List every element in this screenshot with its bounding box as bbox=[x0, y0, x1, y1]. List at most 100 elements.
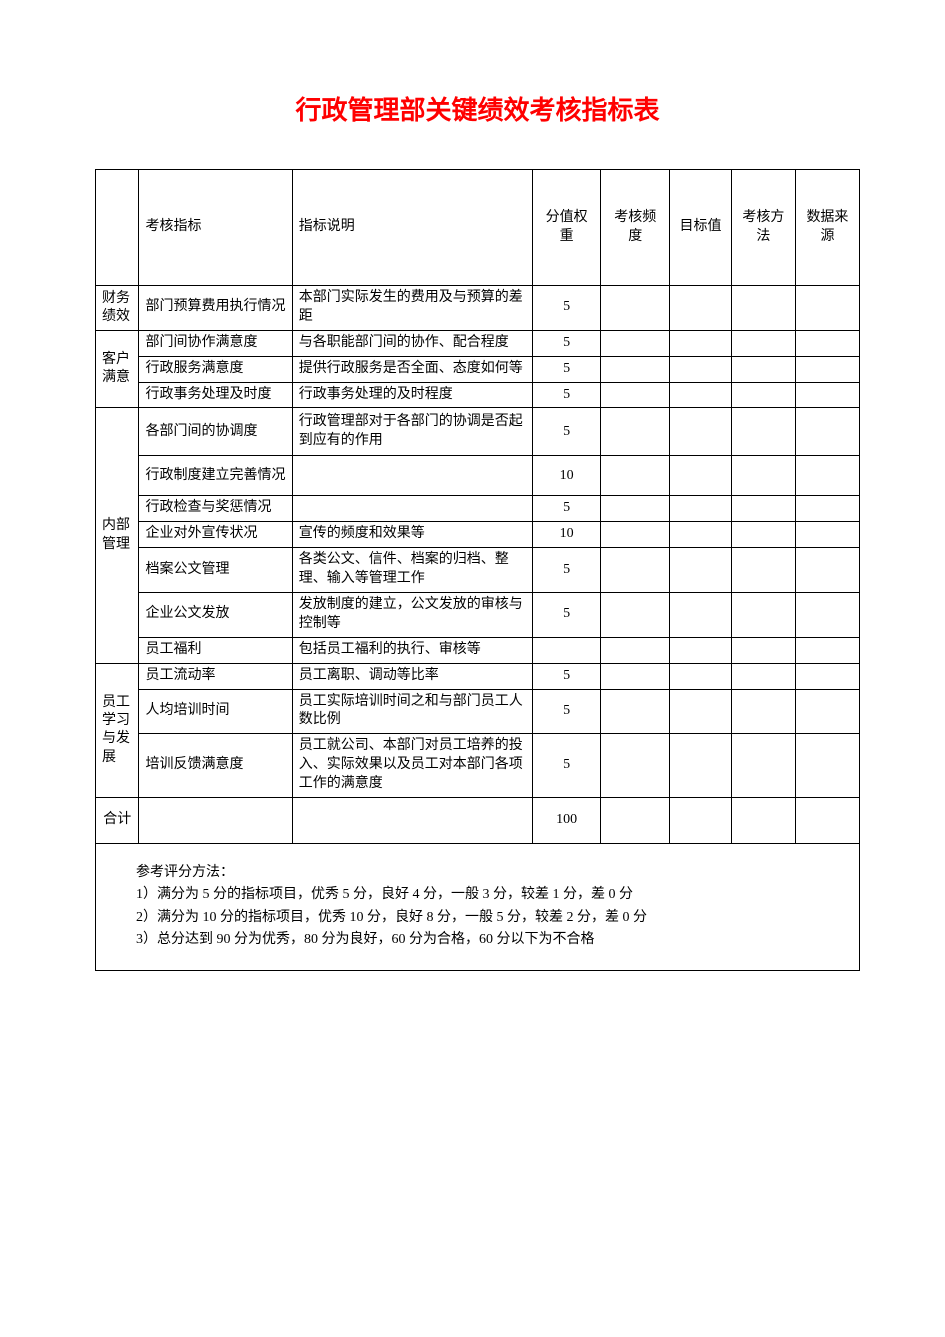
frequency-cell bbox=[601, 734, 670, 798]
table-row: 档案公文管理 各类公文、信件、档案的归档、整理、输入等管理工作 5 bbox=[96, 548, 860, 593]
category-cell: 客户满意 bbox=[96, 330, 139, 408]
header-source: 数据来源 bbox=[795, 170, 859, 286]
method-cell bbox=[731, 408, 795, 456]
table-row: 企业对外宣传状况 宣传的频度和效果等 10 bbox=[96, 522, 860, 548]
description-cell: 员工离职、调动等比率 bbox=[292, 663, 532, 689]
weight-cell: 5 bbox=[532, 689, 601, 734]
description-cell bbox=[292, 496, 532, 522]
target-cell bbox=[670, 522, 732, 548]
source-cell bbox=[795, 522, 859, 548]
target-cell bbox=[670, 286, 732, 331]
source-cell bbox=[795, 408, 859, 456]
total-indicator-cell bbox=[139, 798, 292, 844]
source-cell bbox=[795, 286, 859, 331]
total-target-cell bbox=[670, 798, 732, 844]
source-cell bbox=[795, 734, 859, 798]
table-row: 企业公文发放 发放制度的建立，公文发放的审核与控制等 5 bbox=[96, 593, 860, 638]
notes-line: 1）满分为 5 分的指标项目，优秀 5 分，良好 4 分，一般 3 分，较差 1… bbox=[136, 884, 851, 906]
method-cell bbox=[731, 330, 795, 356]
description-cell: 各类公文、信件、档案的归档、整理、输入等管理工作 bbox=[292, 548, 532, 593]
indicator-cell: 培训反馈满意度 bbox=[139, 734, 292, 798]
source-cell bbox=[795, 330, 859, 356]
source-cell bbox=[795, 456, 859, 496]
target-cell bbox=[670, 496, 732, 522]
description-cell: 行政管理部对于各部门的协调是否起到应有的作用 bbox=[292, 408, 532, 456]
weight-cell: 5 bbox=[532, 663, 601, 689]
weight-cell bbox=[532, 637, 601, 663]
description-cell: 与各职能部门间的协作、配合程度 bbox=[292, 330, 532, 356]
method-cell bbox=[731, 548, 795, 593]
weight-cell: 10 bbox=[532, 522, 601, 548]
target-cell bbox=[670, 689, 732, 734]
source-cell bbox=[795, 689, 859, 734]
total-label-cell: 合计 bbox=[96, 798, 139, 844]
target-cell bbox=[670, 356, 732, 382]
description-cell: 包括员工福利的执行、审核等 bbox=[292, 637, 532, 663]
notes-heading: 参考评分方法： bbox=[136, 862, 851, 884]
notes-row: 参考评分方法： 1）满分为 5 分的指标项目，优秀 5 分，良好 4 分，一般 … bbox=[96, 844, 860, 971]
indicator-cell: 行政事务处理及时度 bbox=[139, 382, 292, 408]
frequency-cell bbox=[601, 663, 670, 689]
target-cell bbox=[670, 548, 732, 593]
source-cell bbox=[795, 548, 859, 593]
method-cell bbox=[731, 593, 795, 638]
method-cell bbox=[731, 522, 795, 548]
frequency-cell bbox=[601, 456, 670, 496]
source-cell bbox=[795, 593, 859, 638]
weight-cell: 5 bbox=[532, 286, 601, 331]
frequency-cell bbox=[601, 408, 670, 456]
weight-cell: 10 bbox=[532, 456, 601, 496]
indicator-cell: 员工福利 bbox=[139, 637, 292, 663]
frequency-cell bbox=[601, 522, 670, 548]
kpi-table: 考核指标 指标说明 分值权重 考核频度 目标值 考核方法 数据来源 财务绩效 部… bbox=[95, 169, 860, 971]
total-source-cell bbox=[795, 798, 859, 844]
weight-cell: 5 bbox=[532, 496, 601, 522]
header-indicator: 考核指标 bbox=[139, 170, 292, 286]
table-row: 员工学习与发展 员工流动率 员工离职、调动等比率 5 bbox=[96, 663, 860, 689]
indicator-cell: 行政服务满意度 bbox=[139, 356, 292, 382]
indicator-cell: 部门预算费用执行情况 bbox=[139, 286, 292, 331]
method-cell bbox=[731, 382, 795, 408]
method-cell bbox=[731, 286, 795, 331]
table-row: 客户满意 部门间协作满意度 与各职能部门间的协作、配合程度 5 bbox=[96, 330, 860, 356]
header-category bbox=[96, 170, 139, 286]
indicator-cell: 企业公文发放 bbox=[139, 593, 292, 638]
total-description-cell bbox=[292, 798, 532, 844]
header-method: 考核方法 bbox=[731, 170, 795, 286]
target-cell bbox=[670, 408, 732, 456]
frequency-cell bbox=[601, 356, 670, 382]
notes-line: 3）总分达到 90 分为优秀，80 分为良好，60 分为合格，60 分以下为不合… bbox=[136, 929, 851, 951]
weight-cell: 5 bbox=[532, 356, 601, 382]
frequency-cell bbox=[601, 593, 670, 638]
method-cell bbox=[731, 663, 795, 689]
category-cell: 财务绩效 bbox=[96, 286, 139, 331]
source-cell bbox=[795, 496, 859, 522]
table-row: 行政服务满意度 提供行政服务是否全面、态度如何等 5 bbox=[96, 356, 860, 382]
weight-cell: 5 bbox=[532, 408, 601, 456]
source-cell bbox=[795, 663, 859, 689]
weight-cell: 5 bbox=[532, 548, 601, 593]
header-description: 指标说明 bbox=[292, 170, 532, 286]
indicator-cell: 各部门间的协调度 bbox=[139, 408, 292, 456]
frequency-cell bbox=[601, 330, 670, 356]
target-cell bbox=[670, 456, 732, 496]
indicator-cell: 行政检查与奖惩情况 bbox=[139, 496, 292, 522]
method-cell bbox=[731, 456, 795, 496]
table-row: 内部管理 各部门间的协调度 行政管理部对于各部门的协调是否起到应有的作用 5 bbox=[96, 408, 860, 456]
table-row: 人均培训时间 员工实际培训时间之和与部门员工人数比例 5 bbox=[96, 689, 860, 734]
frequency-cell bbox=[601, 286, 670, 331]
notes-cell: 参考评分方法： 1）满分为 5 分的指标项目，优秀 5 分，良好 4 分，一般 … bbox=[96, 844, 860, 971]
method-cell bbox=[731, 689, 795, 734]
frequency-cell bbox=[601, 689, 670, 734]
weight-cell: 5 bbox=[532, 734, 601, 798]
indicator-cell: 人均培训时间 bbox=[139, 689, 292, 734]
total-row: 合计 100 bbox=[96, 798, 860, 844]
weight-cell: 5 bbox=[532, 330, 601, 356]
description-cell: 员工实际培训时间之和与部门员工人数比例 bbox=[292, 689, 532, 734]
total-frequency-cell bbox=[601, 798, 670, 844]
header-weight: 分值权重 bbox=[532, 170, 601, 286]
method-cell bbox=[731, 356, 795, 382]
weight-cell: 5 bbox=[532, 593, 601, 638]
target-cell bbox=[670, 382, 732, 408]
method-cell bbox=[731, 734, 795, 798]
